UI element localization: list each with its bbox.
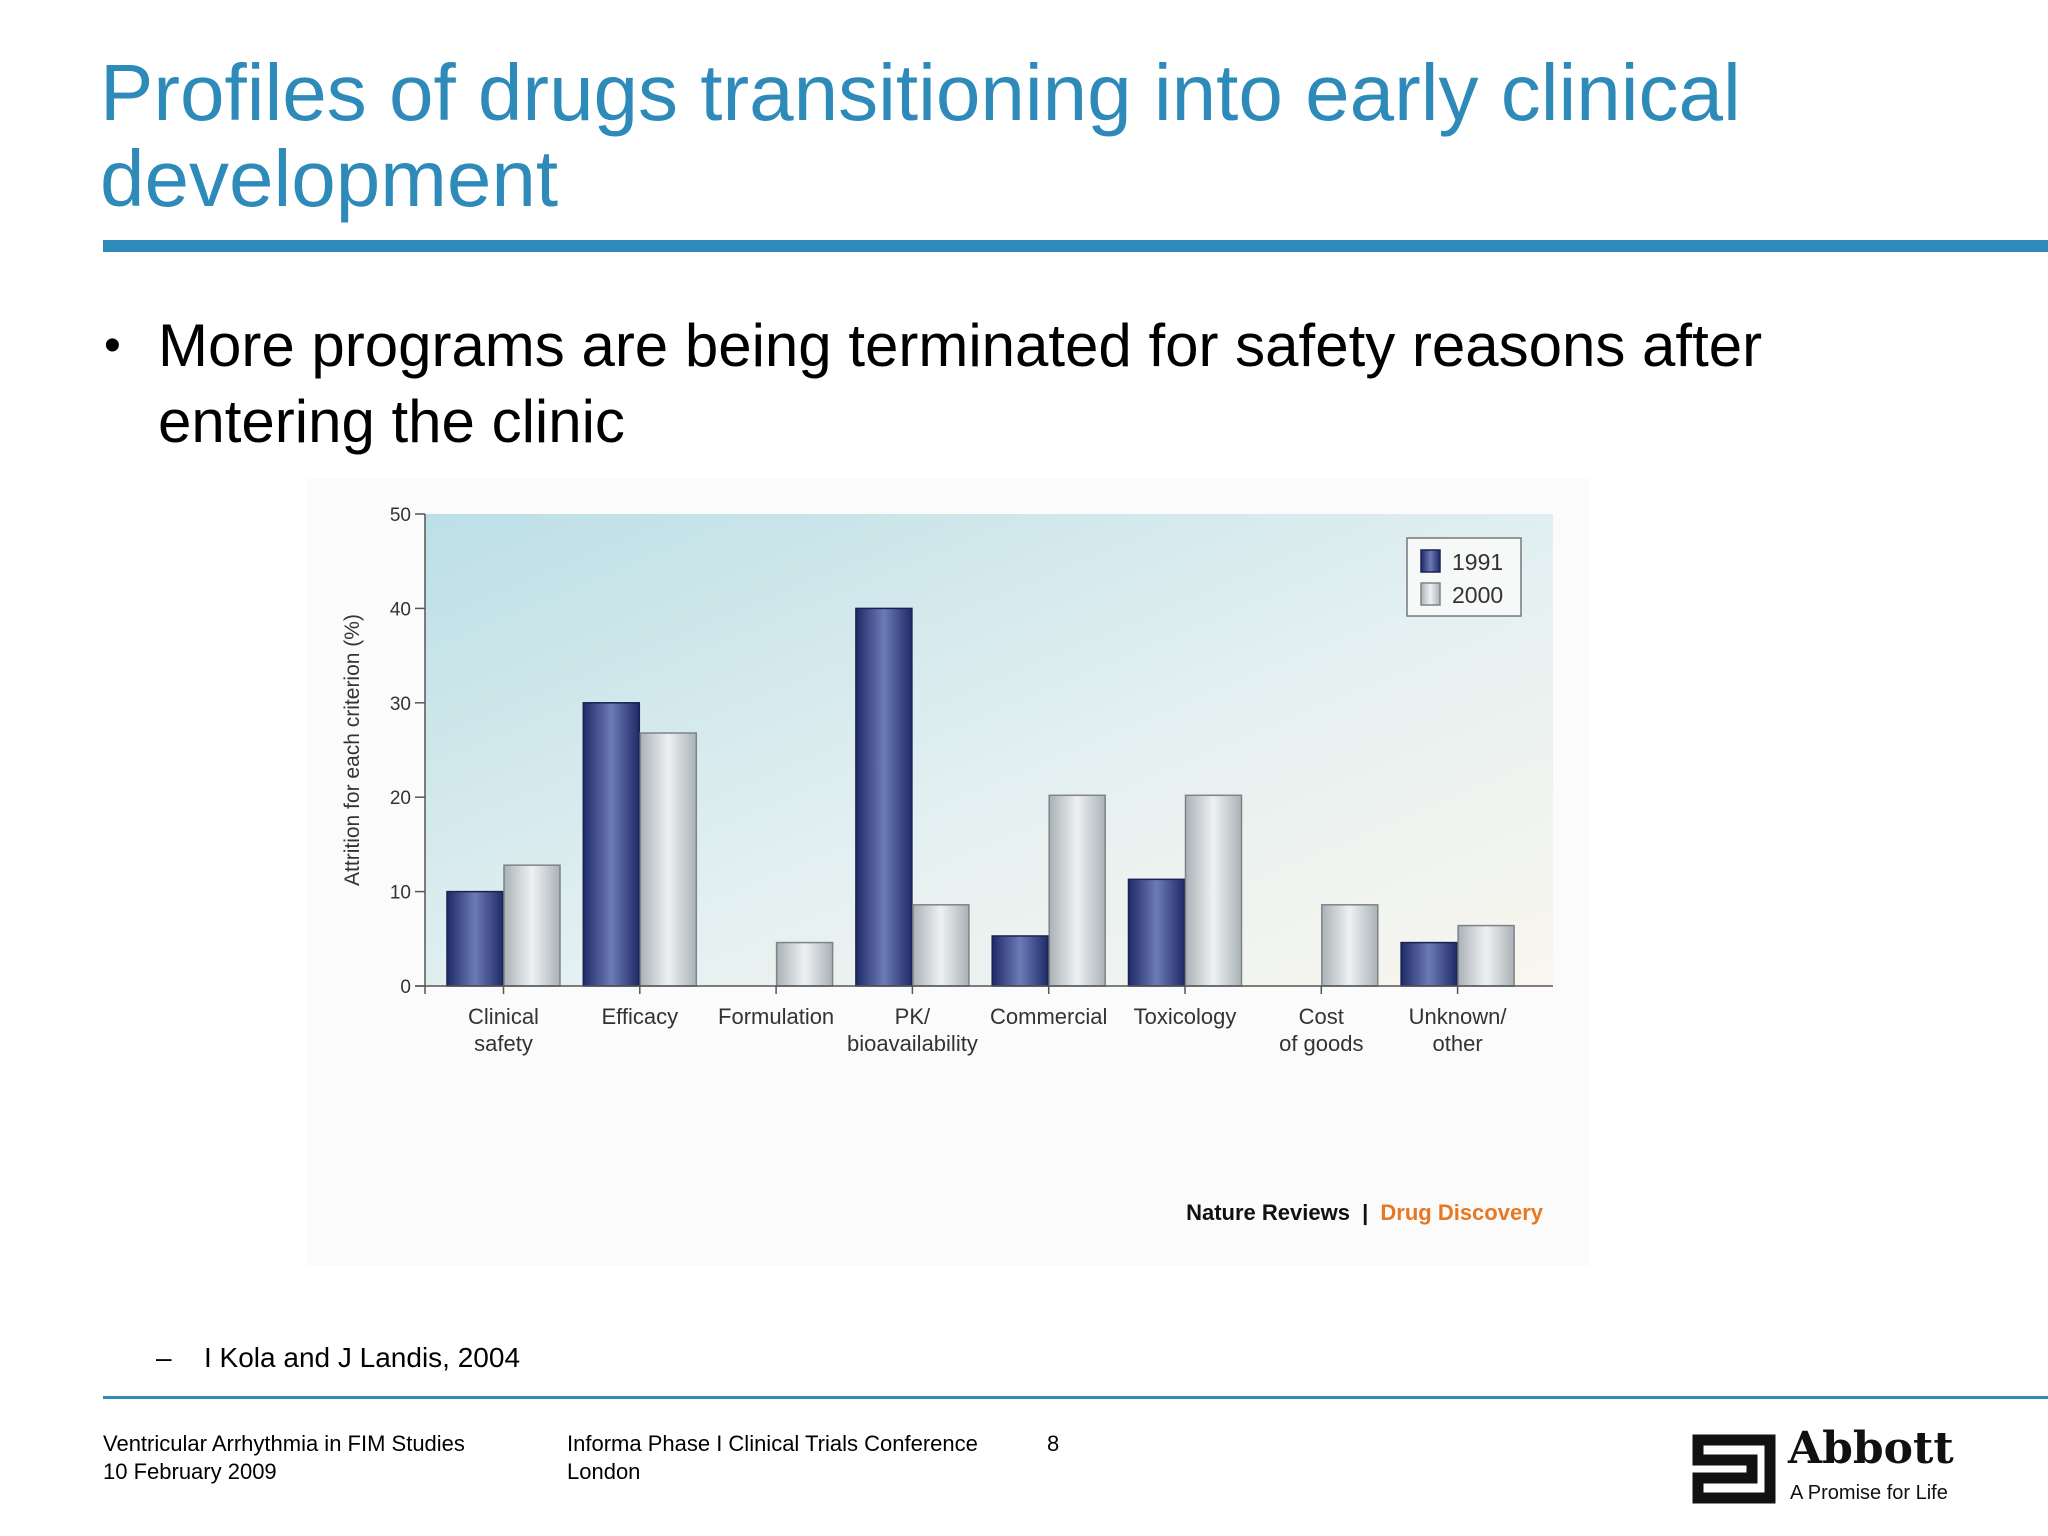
title-divider (103, 240, 2048, 252)
bar-2000-0 (503, 864, 561, 987)
credit-left: Nature Reviews (1186, 1200, 1350, 1225)
citation-dash: – (156, 1342, 172, 1373)
x-tick-label-line: of goods (1279, 1031, 1363, 1056)
y-tick-label: 0 (400, 977, 411, 998)
credit-right: Drug Discovery (1380, 1200, 1543, 1225)
x-tick-label-line: Efficacy (601, 1004, 678, 1029)
x-tick-label-line: other (1433, 1031, 1483, 1056)
footer-location: London (567, 1459, 641, 1484)
bar-1991-0 (446, 890, 504, 987)
abbott-logo-icon (1692, 1434, 1776, 1504)
x-tick-label: Formulation (718, 1004, 834, 1029)
x-tick-label-line: Formulation (718, 1004, 834, 1029)
bar-2000-7 (1457, 924, 1515, 987)
bullet-text: More programs are being terminated for s… (158, 312, 1763, 455)
x-tick-label-line: Toxicology (1134, 1004, 1237, 1029)
bar-1991-5 (1127, 878, 1186, 987)
y-tick-label: 20 (390, 788, 411, 809)
y-tick-label: 50 (390, 505, 411, 526)
x-tick-label-line: safety (474, 1031, 533, 1056)
bar-1991-7 (1400, 941, 1458, 987)
bar-2000-1 (639, 732, 698, 987)
brand-tagline: A Promise for Life (1790, 1482, 1948, 1504)
x-tick-label: Unknown/other (1409, 1004, 1508, 1056)
x-tick-label: PK/bioavailability (847, 1004, 978, 1056)
x-tick-label: Toxicology (1134, 1004, 1237, 1029)
x-tick-label: Clinical safety (468, 1004, 539, 1056)
footer-date: 10 February 2009 (103, 1459, 277, 1484)
y-axis-label: Attrition for each criterion (%) (341, 614, 364, 886)
x-tick-label: Commercial (990, 1004, 1107, 1029)
x-tick-label-line: Clinical (468, 1004, 539, 1029)
y-tick-label: 30 (390, 694, 411, 715)
bar-1991-1 (582, 702, 641, 987)
bar-2000-2 (775, 941, 834, 987)
legend-label-1991: 1991 (1452, 549, 1503, 575)
citation-text: I Kola and J Landis, 2004 (204, 1342, 521, 1373)
footer-presentation-info: Ventricular Arrhythmia in FIM Studies 10… (103, 1430, 465, 1486)
x-tick-label: Efficacy (601, 1004, 678, 1029)
bar-1991-3 (855, 607, 913, 987)
footer-presentation-title: Ventricular Arrhythmia in FIM Studies (103, 1431, 465, 1456)
bar-2000-4 (1048, 794, 1106, 987)
bar-2000-6 (1321, 904, 1379, 987)
legend-swatch-2000 (1420, 582, 1441, 606)
bar-1991-4 (991, 935, 1049, 987)
credit-separator: | (1362, 1200, 1368, 1225)
y-tick-label: 40 (390, 599, 411, 620)
bullet-dot-icon: • (104, 319, 121, 372)
page-number: 8 (1047, 1431, 1060, 1456)
x-tick-label-line: Commercial (990, 1004, 1107, 1029)
legend-swatch-1991 (1420, 549, 1441, 573)
attrition-bar-chart: 0 10 20 30 40 50 Clinical safety Efficacy Formula… (341, 505, 1553, 1225)
x-tick-label-line: bioavailability (847, 1031, 978, 1056)
x-tick-label-line: PK/ (895, 1004, 931, 1029)
footer-conference-info: Informa Phase I Clinical Trials Conferen… (567, 1430, 978, 1486)
legend-label-2000: 2000 (1452, 582, 1503, 608)
brand-name: Abbott (1788, 1423, 1954, 1474)
footer-conference-name: Informa Phase I Clinical Trials Conferen… (567, 1431, 978, 1456)
x-tick-label-line: Unknown/ (1409, 1004, 1508, 1029)
chart-credit: Nature Reviews | Drug Discovery (1186, 1200, 1544, 1225)
footer-divider (103, 1396, 2048, 1399)
citation: – I Kola and J Landis, 2004 (156, 1342, 520, 1374)
y-tick-label: 10 (390, 883, 411, 904)
x-tick-label: Cost of goods (1279, 1004, 1363, 1056)
x-tick-label-line: Cost (1299, 1004, 1344, 1029)
bar-2000-5 (1184, 794, 1243, 987)
slide-title: Profiles of drugs transitioning into ear… (100, 48, 1741, 223)
bar-2000-3 (912, 904, 970, 987)
